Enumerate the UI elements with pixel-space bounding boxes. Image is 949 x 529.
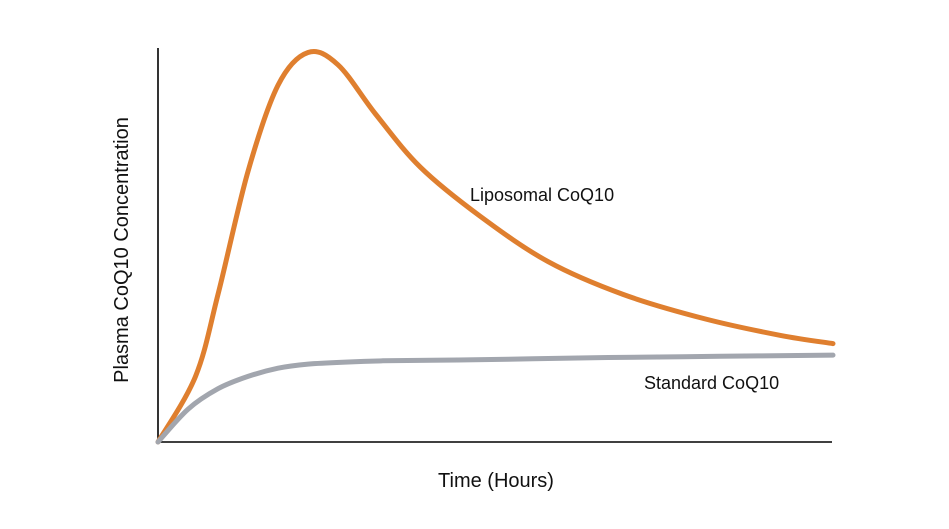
series-line-liposomal xyxy=(155,49,836,445)
x-axis-label: Time (Hours) xyxy=(438,470,554,492)
series-label-standard: Standard CoQ10 xyxy=(644,373,779,393)
series-label-liposomal: Liposomal CoQ10 xyxy=(470,185,614,205)
y-axis-label: Plasma CoQ10 Concentration xyxy=(111,117,133,383)
series-line-standard xyxy=(155,352,836,445)
